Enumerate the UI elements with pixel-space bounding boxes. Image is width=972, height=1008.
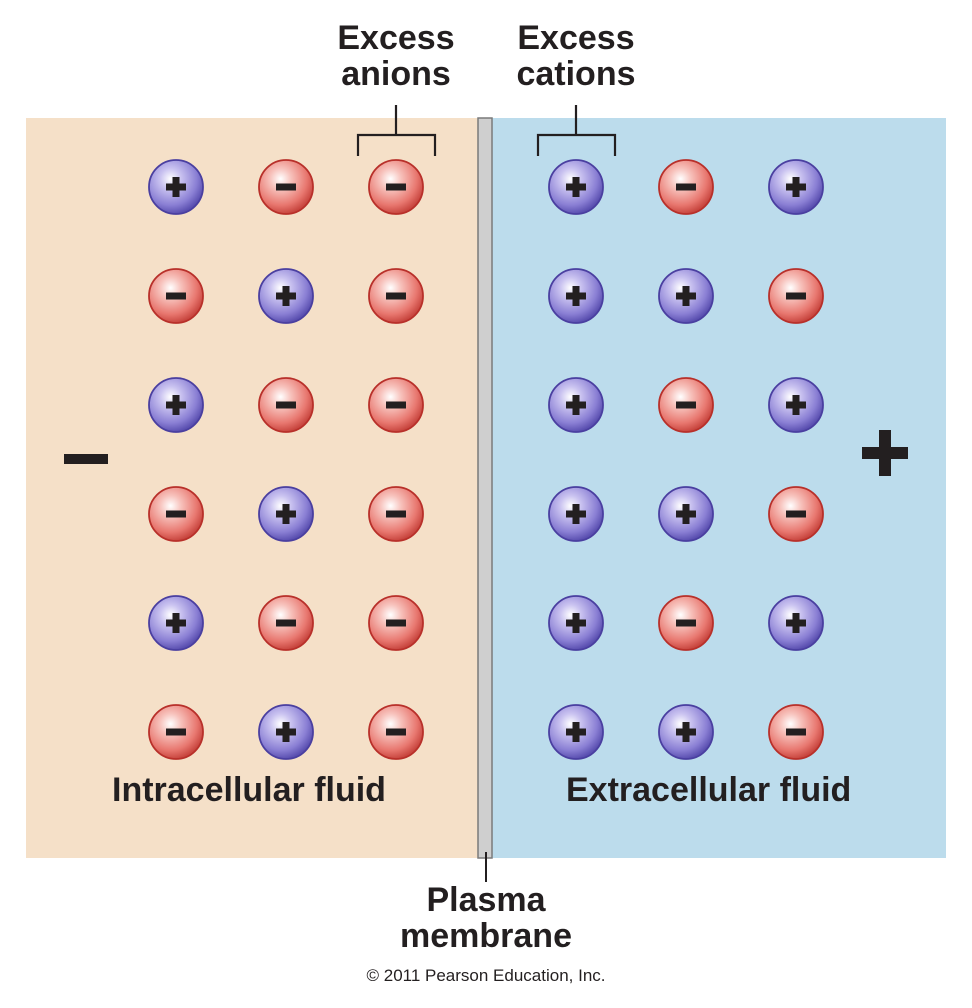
minus-sign-icon <box>166 728 186 736</box>
excess-anions-line-1: Excess <box>337 19 455 57</box>
cation-ion-extracellular-r5c1 <box>548 595 604 651</box>
minus-sign-icon <box>386 510 406 518</box>
minus-sign-icon <box>676 619 696 627</box>
minus-sign-icon <box>786 292 806 300</box>
anion-ion-intracellular-r2c1 <box>148 268 204 324</box>
anion-ion-extracellular-r1c2 <box>658 159 714 215</box>
anion-ion-intracellular-r1c2 <box>258 159 314 215</box>
minus-sign-icon <box>166 292 186 300</box>
anion-ion-extracellular-r5c2 <box>658 595 714 651</box>
minus-sign-icon <box>786 728 806 736</box>
plus-sign-icon <box>786 613 806 633</box>
plus-sign-icon <box>786 177 806 197</box>
excess-anions-line-2: anions <box>341 55 451 93</box>
minus-sign-icon <box>276 183 296 191</box>
excess-cations-line-2: cations <box>516 55 636 93</box>
minus-sign-icon <box>276 401 296 409</box>
anion-ion-intracellular-r5c3 <box>368 595 424 651</box>
intracellular-label: Intracellular fluid <box>112 771 386 809</box>
plus-sign-icon <box>566 177 586 197</box>
minus-sign-icon <box>676 183 696 191</box>
minus-sign-icon <box>386 292 406 300</box>
cation-ion-extracellular-r6c1 <box>548 704 604 760</box>
anion-ion-intracellular-r4c3 <box>368 486 424 542</box>
excess-cations-line-1: Excess <box>517 19 635 57</box>
plus-sign-icon <box>566 286 586 306</box>
cation-ion-extracellular-r6c2 <box>658 704 714 760</box>
anion-ion-intracellular-r5c2 <box>258 595 314 651</box>
cation-ion-extracellular-r2c1 <box>548 268 604 324</box>
minus-sign-icon <box>386 183 406 191</box>
cation-ion-extracellular-r1c1 <box>548 159 604 215</box>
anion-ion-intracellular-r3c2 <box>258 377 314 433</box>
outside-positive-sign <box>862 430 908 476</box>
cation-ion-intracellular-r1c1 <box>148 159 204 215</box>
plasma-membrane <box>477 117 493 859</box>
ions-layer <box>148 159 824 760</box>
minus-sign-icon <box>786 510 806 518</box>
minus-sign-icon <box>386 728 406 736</box>
minus-sign-icon <box>386 619 406 627</box>
anion-ion-intracellular-r6c1 <box>148 704 204 760</box>
cation-ion-intracellular-r6c2 <box>258 704 314 760</box>
plus-sign-icon <box>276 504 296 524</box>
inside-negative-sign <box>64 454 108 464</box>
excess-anions-bracket <box>356 105 437 156</box>
excess-anions-label: Excess anions <box>316 20 476 92</box>
extracellular-label: Extracellular fluid <box>566 771 852 809</box>
cation-ion-extracellular-r4c1 <box>548 486 604 542</box>
anion-ion-intracellular-r3c3 <box>368 377 424 433</box>
plus-sign-icon <box>676 286 696 306</box>
plus-sign-icon <box>166 177 186 197</box>
excess-cations-bracket <box>536 105 617 156</box>
plasma-membrane-label: Plasma membrane <box>366 882 606 954</box>
minus-sign-icon <box>676 401 696 409</box>
cation-ion-intracellular-r4c2 <box>258 486 314 542</box>
cation-ion-intracellular-r5c1 <box>148 595 204 651</box>
anion-ion-intracellular-r2c3 <box>368 268 424 324</box>
plus-sign-icon <box>566 722 586 742</box>
anion-ion-intracellular-r6c3 <box>368 704 424 760</box>
plus-sign-icon <box>566 395 586 415</box>
excess-cations-label: Excess cations <box>496 20 656 92</box>
minus-sign-icon <box>276 619 296 627</box>
cation-ion-intracellular-r3c1 <box>148 377 204 433</box>
minus-sign-icon <box>166 510 186 518</box>
minus-sign-icon <box>386 401 406 409</box>
plasma-membrane-line-2: membrane <box>400 917 572 955</box>
plus-sign-icon <box>166 613 186 633</box>
cation-ion-extracellular-r3c3 <box>768 377 824 433</box>
plus-sign-icon <box>566 613 586 633</box>
cation-ion-extracellular-r5c3 <box>768 595 824 651</box>
plus-sign-icon <box>166 395 186 415</box>
anion-ion-extracellular-r6c3 <box>768 704 824 760</box>
cation-ion-extracellular-r4c2 <box>658 486 714 542</box>
plus-sign-icon <box>276 722 296 742</box>
plus-sign-icon <box>786 395 806 415</box>
cation-ion-intracellular-r2c2 <box>258 268 314 324</box>
plus-sign-icon <box>566 504 586 524</box>
plus-sign-icon <box>676 722 696 742</box>
anion-ion-extracellular-r3c2 <box>658 377 714 433</box>
anion-ion-intracellular-r1c3 <box>368 159 424 215</box>
cation-ion-extracellular-r1c3 <box>768 159 824 215</box>
cation-ion-extracellular-r3c1 <box>548 377 604 433</box>
cation-ion-extracellular-r2c2 <box>658 268 714 324</box>
plasma-membrane-line-1: Plasma <box>426 881 546 919</box>
anion-ion-intracellular-r4c1 <box>148 486 204 542</box>
copyright-notice: © 2011 Pearson Education, Inc. <box>366 966 606 985</box>
plus-sign-icon <box>276 286 296 306</box>
plus-sign-icon <box>676 504 696 524</box>
anion-ion-extracellular-r2c3 <box>768 268 824 324</box>
anion-ion-extracellular-r4c3 <box>768 486 824 542</box>
